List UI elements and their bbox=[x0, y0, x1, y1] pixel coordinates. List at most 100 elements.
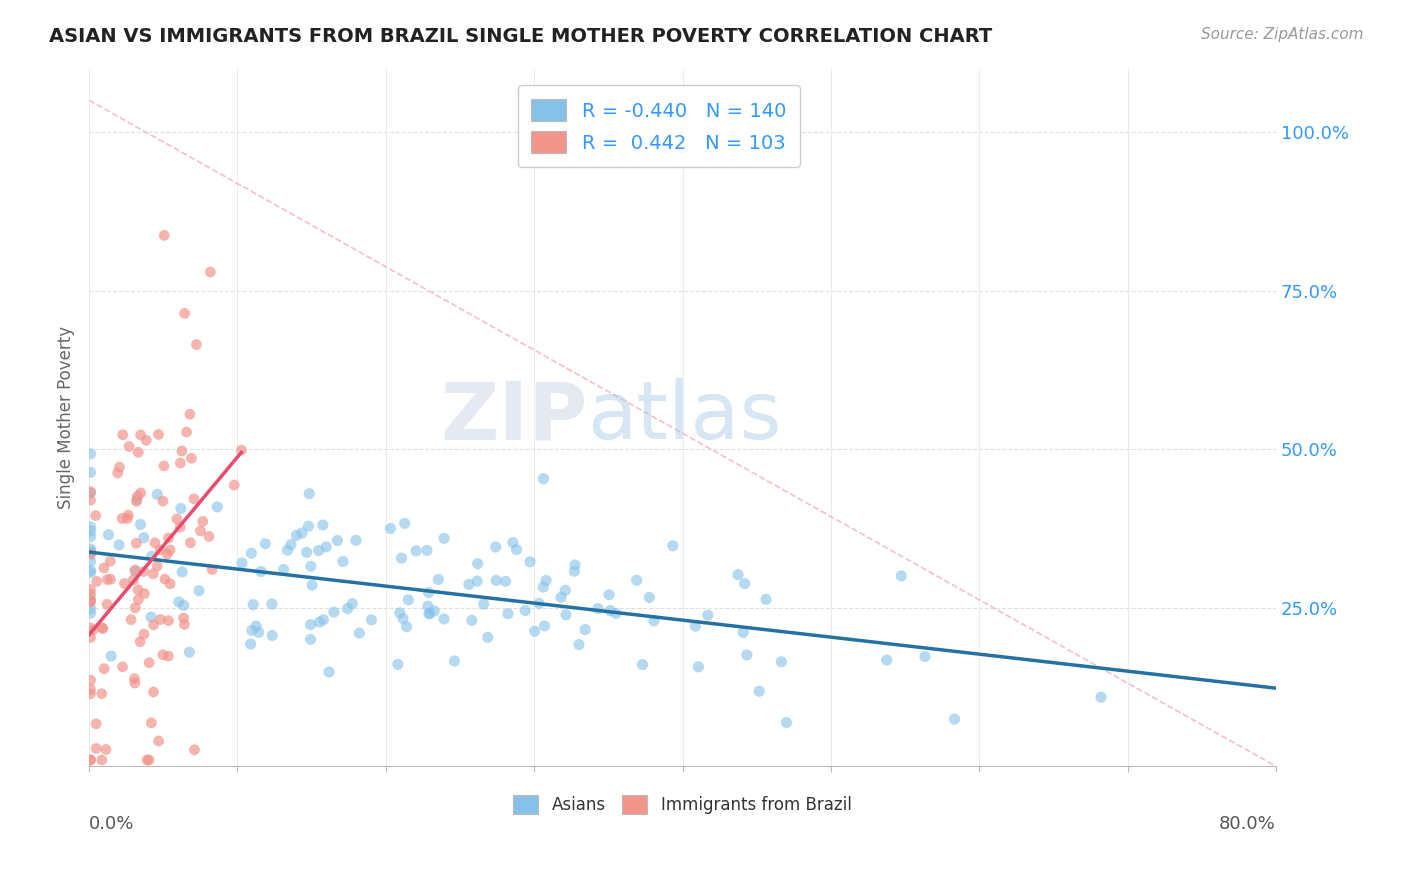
Point bbox=[114, 576, 136, 591]
Point bbox=[79, 544, 101, 558]
Point bbox=[79, 547, 101, 561]
Point bbox=[515, 603, 537, 617]
Point bbox=[433, 532, 456, 546]
Point bbox=[183, 743, 205, 757]
Point bbox=[120, 613, 142, 627]
Point bbox=[170, 501, 193, 516]
Point bbox=[598, 588, 620, 602]
Point bbox=[98, 554, 121, 568]
Point bbox=[876, 653, 898, 667]
Point bbox=[735, 648, 758, 662]
Point bbox=[418, 607, 440, 621]
Point bbox=[136, 753, 159, 767]
Point bbox=[108, 460, 131, 475]
Point bbox=[159, 543, 181, 558]
Point bbox=[254, 537, 277, 551]
Point bbox=[231, 556, 253, 570]
Point bbox=[79, 601, 101, 615]
Point bbox=[124, 672, 146, 686]
Point bbox=[312, 518, 335, 533]
Point bbox=[157, 649, 180, 664]
Point bbox=[125, 494, 148, 508]
Point bbox=[392, 611, 415, 625]
Point bbox=[260, 597, 283, 611]
Point bbox=[142, 566, 165, 581]
Point bbox=[170, 444, 193, 458]
Point bbox=[86, 574, 108, 589]
Point bbox=[485, 540, 508, 554]
Point bbox=[157, 531, 180, 545]
Point bbox=[79, 592, 101, 607]
Point bbox=[396, 592, 419, 607]
Point bbox=[748, 684, 770, 698]
Point bbox=[914, 649, 936, 664]
Point bbox=[519, 555, 541, 569]
Point bbox=[79, 493, 101, 508]
Point bbox=[132, 531, 155, 545]
Point bbox=[134, 587, 156, 601]
Point bbox=[90, 687, 112, 701]
Point bbox=[242, 598, 264, 612]
Point bbox=[79, 530, 101, 544]
Point bbox=[138, 753, 160, 767]
Point bbox=[297, 519, 319, 533]
Point bbox=[340, 597, 363, 611]
Point bbox=[125, 492, 148, 507]
Legend: Asians, Immigrants from Brazil: Asians, Immigrants from Brazil bbox=[506, 789, 858, 821]
Point bbox=[188, 583, 211, 598]
Point bbox=[111, 660, 134, 674]
Point bbox=[190, 524, 212, 538]
Point bbox=[322, 605, 344, 619]
Point bbox=[312, 613, 335, 627]
Point bbox=[205, 500, 228, 514]
Point bbox=[79, 547, 101, 561]
Point bbox=[79, 621, 101, 635]
Point bbox=[79, 753, 101, 767]
Point bbox=[79, 466, 101, 480]
Point bbox=[298, 486, 321, 500]
Point bbox=[143, 536, 166, 550]
Point bbox=[626, 574, 648, 588]
Point bbox=[1090, 690, 1112, 705]
Point bbox=[231, 443, 253, 458]
Point bbox=[84, 741, 107, 756]
Point bbox=[111, 427, 134, 442]
Point bbox=[496, 607, 519, 621]
Point bbox=[117, 511, 139, 525]
Point bbox=[295, 545, 318, 559]
Point bbox=[433, 612, 456, 626]
Point bbox=[129, 485, 152, 500]
Point bbox=[146, 559, 169, 574]
Point bbox=[93, 662, 115, 676]
Point bbox=[132, 627, 155, 641]
Text: Source: ZipAtlas.com: Source: ZipAtlas.com bbox=[1201, 27, 1364, 42]
Point bbox=[574, 623, 596, 637]
Point bbox=[118, 440, 141, 454]
Point bbox=[173, 611, 195, 625]
Point bbox=[247, 625, 270, 640]
Point bbox=[127, 592, 149, 607]
Point bbox=[727, 567, 749, 582]
Point bbox=[308, 543, 330, 558]
Text: ZIP: ZIP bbox=[440, 378, 588, 457]
Point bbox=[148, 734, 170, 748]
Point bbox=[79, 593, 101, 607]
Point bbox=[173, 599, 195, 613]
Point bbox=[149, 542, 172, 557]
Point bbox=[550, 591, 572, 605]
Point bbox=[416, 599, 439, 614]
Point bbox=[301, 578, 323, 592]
Point bbox=[605, 607, 627, 621]
Point bbox=[688, 660, 710, 674]
Point bbox=[332, 554, 354, 568]
Point bbox=[183, 491, 205, 506]
Point bbox=[250, 565, 273, 579]
Point bbox=[125, 536, 148, 550]
Point bbox=[299, 632, 322, 647]
Point bbox=[240, 546, 263, 560]
Text: atlas: atlas bbox=[588, 378, 782, 457]
Point bbox=[564, 558, 586, 572]
Point bbox=[280, 538, 302, 552]
Point bbox=[273, 563, 295, 577]
Point bbox=[631, 657, 654, 672]
